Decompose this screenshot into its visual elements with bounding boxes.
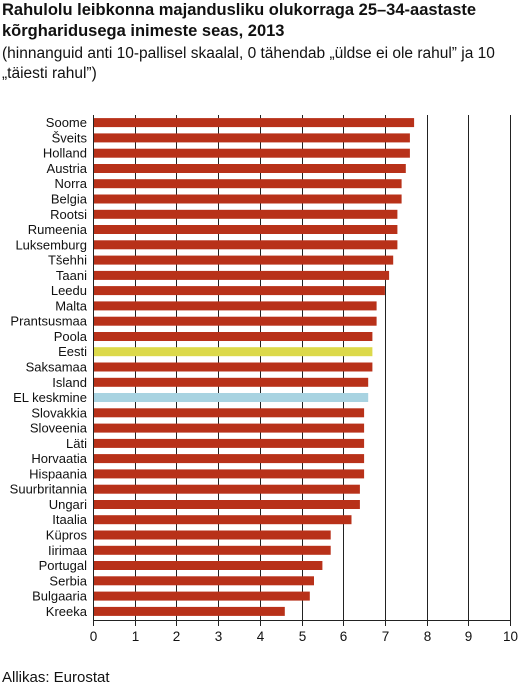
bar [93, 301, 377, 311]
tick-label: 1 [132, 629, 140, 644]
bar [93, 606, 285, 616]
tick-label: 4 [257, 629, 265, 644]
category-label: Prantsusmaa [10, 314, 87, 329]
bar [93, 133, 410, 143]
tick-labels: 0 1 2 3 4 5 6 7 8 9 10 [90, 629, 518, 644]
bar [93, 393, 369, 402]
bar [93, 194, 402, 204]
bar [93, 316, 377, 326]
bar [93, 438, 365, 448]
source-note: Allikas: Eurostat [2, 669, 110, 686]
tick-label: 0 [90, 629, 98, 644]
category-label: Slovakkia [31, 405, 87, 420]
axis [93, 115, 511, 626]
tick-label: 8 [424, 629, 432, 644]
category-label: Portugal [39, 558, 88, 573]
bar [93, 484, 360, 494]
category-label: Hispaania [29, 466, 88, 481]
category-label: Eesti [58, 344, 87, 359]
tick-label: 7 [382, 629, 390, 644]
bar [93, 530, 331, 540]
bar [93, 286, 385, 296]
tick-label: 3 [215, 629, 223, 644]
category-labels: SoomeŠveitsHollandAustriaNorraBelgiaRoot… [10, 115, 88, 619]
category-label: Šveits [52, 130, 88, 145]
bar [93, 500, 360, 509]
bar [93, 347, 373, 357]
category-label: Belgia [51, 192, 88, 207]
bar [93, 118, 415, 128]
bar [93, 179, 402, 189]
chart-title: Rahulolu leibkonna majandusliku olukorra… [2, 1, 477, 40]
bar [93, 515, 352, 525]
bar [93, 148, 410, 158]
bar [93, 377, 369, 387]
category-label: Tšehhi [48, 253, 87, 268]
bar [93, 270, 390, 280]
category-label: Itaalia [52, 512, 87, 527]
bar [93, 561, 323, 570]
tick-label: 5 [299, 629, 307, 644]
bar [93, 225, 398, 234]
bars [93, 118, 415, 616]
category-label: Bulgaaria [32, 589, 88, 604]
category-label: Luksemburg [15, 237, 87, 252]
bar [93, 255, 394, 265]
bar [93, 240, 398, 250]
bar [93, 576, 314, 586]
tick-label: 10 [503, 629, 518, 644]
category-label: Ungari [49, 497, 87, 512]
chart-subtitle: (hinnanguid anti 10-pallisel skaalal, 0 … [2, 45, 495, 82]
category-label: Leedu [51, 283, 87, 298]
category-label: Küpros [46, 528, 88, 543]
category-label: Norra [54, 176, 87, 191]
bar [93, 591, 310, 601]
bar [93, 209, 398, 219]
category-label: Poola [54, 329, 88, 344]
category-label: EL keskmine [13, 390, 87, 405]
bar [93, 469, 365, 479]
category-label: Sloveenia [30, 421, 88, 436]
category-label: Horvaatia [31, 451, 87, 466]
category-label: Läti [66, 436, 87, 451]
category-label: Kreeka [46, 604, 88, 619]
bar [93, 332, 373, 341]
tick-label: 9 [465, 629, 473, 644]
category-label: Holland [43, 146, 87, 161]
category-label: Serbia [49, 573, 87, 588]
bar [93, 545, 331, 555]
category-label: Iirimaa [48, 543, 88, 558]
bar [93, 362, 373, 372]
category-label: Island [52, 375, 87, 390]
category-label: Saksamaa [26, 360, 88, 375]
category-label: Malta [55, 298, 88, 313]
category-label: Taani [56, 268, 87, 283]
bar [93, 164, 406, 173]
category-label: Austria [47, 161, 88, 176]
category-label: Suurbritannia [10, 482, 88, 497]
bar [93, 454, 365, 464]
category-label: Soome [46, 115, 87, 130]
category-label: Rootsi [50, 207, 87, 222]
tick-label: 2 [173, 629, 181, 644]
bar [93, 408, 365, 418]
tick-label: 6 [340, 629, 348, 644]
category-label: Rumeenia [28, 222, 88, 237]
bar [93, 423, 365, 433]
